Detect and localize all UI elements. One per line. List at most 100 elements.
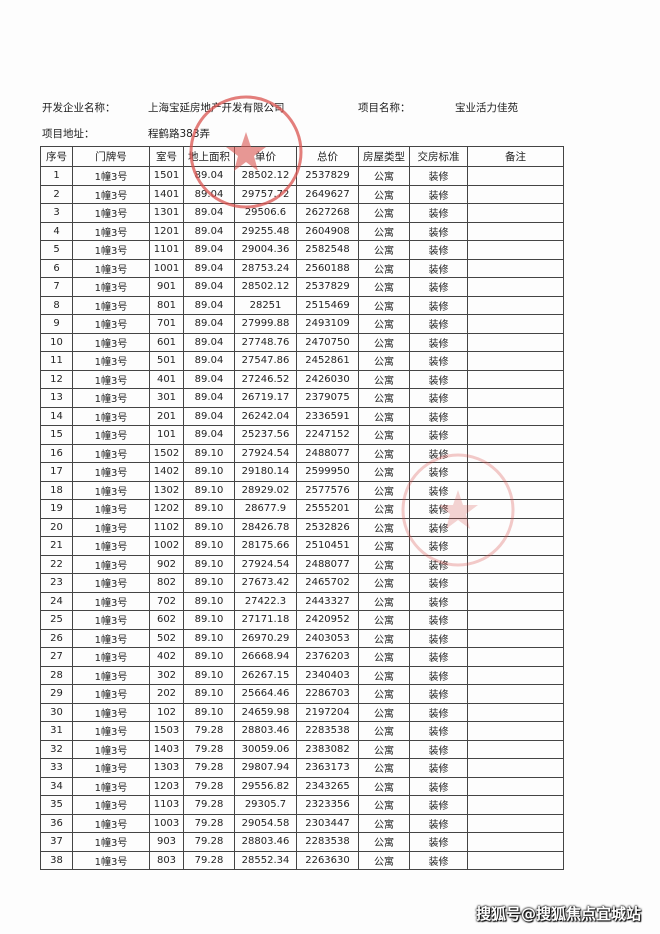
cell-seq: 2: [40, 184, 73, 204]
cell-room: 903: [149, 832, 184, 852]
cell-seq: 23: [40, 573, 73, 593]
cell-note: [467, 647, 564, 667]
cell-note: [467, 721, 564, 741]
cell-delivery-standard: 装修: [409, 277, 468, 297]
cell-house-type: 公寓: [358, 591, 410, 611]
table-row: 1 1幢3号 1501 89.04 28502.12 2537829 公寓 装修: [40, 166, 564, 186]
cell-area: 89.04: [183, 369, 235, 389]
cell-unit-price: 28502.12: [234, 166, 297, 186]
cell-room: 602: [149, 610, 184, 630]
cell-area: 89.04: [183, 166, 235, 186]
cell-seq: 8: [40, 295, 73, 315]
cell-area: 79.28: [183, 795, 235, 815]
cell-room: 1403: [149, 739, 184, 759]
cell-delivery-standard: 装修: [409, 351, 468, 371]
cell-delivery-standard: 装修: [409, 684, 468, 704]
cell-note: [467, 610, 564, 630]
cell-seq: 25: [40, 610, 73, 630]
cell-room: 1303: [149, 758, 184, 778]
cell-seq: 1: [40, 166, 73, 186]
cell-total-price: 2247152: [296, 425, 359, 445]
table-row: 7 1幢3号 901 89.04 28502.12 2537829 公寓 装修: [40, 277, 564, 297]
cell-delivery-standard: 装修: [409, 314, 468, 334]
cell-room: 802: [149, 573, 184, 593]
cell-seq: 20: [40, 517, 73, 537]
cell-room: 1002: [149, 536, 184, 556]
cell-total-price: 2376203: [296, 647, 359, 667]
cell-delivery-standard: 装修: [409, 258, 468, 278]
cell-area: 79.28: [183, 813, 235, 833]
table-row: 9 1幢3号 701 89.04 27999.88 2493109 公寓 装修: [40, 314, 564, 334]
cell-door-number: 1幢3号: [72, 166, 150, 186]
table-row: 6 1幢3号 1001 89.04 28753.24 2560188 公寓 装修: [40, 258, 564, 278]
cell-area: 89.04: [183, 314, 235, 334]
cell-door-number: 1幢3号: [72, 647, 150, 667]
cell-total-price: 2555201: [296, 499, 359, 519]
cell-note: [467, 295, 564, 315]
cell-delivery-standard: 装修: [409, 480, 468, 500]
table-row: 24 1幢3号 702 89.10 27422.3 2443327 公寓 装修: [40, 591, 564, 611]
cell-delivery-standard: 装修: [409, 758, 468, 778]
cell-unit-price: 26719.17: [234, 388, 297, 408]
cell-seq: 21: [40, 536, 73, 556]
cell-seq: 13: [40, 388, 73, 408]
address-label: 项目地址：: [42, 128, 95, 140]
cell-room: 101: [149, 425, 184, 445]
cell-note: [467, 499, 564, 519]
cell-total-price: 2465702: [296, 573, 359, 593]
cell-room: 701: [149, 314, 184, 334]
cell-delivery-standard: 装修: [409, 462, 468, 482]
cell-room: 1402: [149, 462, 184, 482]
cell-note: [467, 813, 564, 833]
cell-seq: 29: [40, 684, 73, 704]
cell-total-price: 2443327: [296, 591, 359, 611]
cell-room: 502: [149, 628, 184, 648]
cell-door-number: 1幢3号: [72, 240, 150, 260]
cell-delivery-standard: 装修: [409, 776, 468, 796]
cell-unit-price: 28175.66: [234, 536, 297, 556]
cell-unit-price: 24659.98: [234, 702, 297, 722]
cell-unit-price: 29255.48: [234, 221, 297, 241]
cell-note: [467, 776, 564, 796]
cell-seq: 17: [40, 462, 73, 482]
cell-note: [467, 203, 564, 223]
cell-house-type: 公寓: [358, 665, 410, 685]
cell-house-type: 公寓: [358, 573, 410, 593]
cell-seq: 4: [40, 221, 73, 241]
cell-unit-price: 26668.94: [234, 647, 297, 667]
table-row: 13 1幢3号 301 89.04 26719.17 2379075 公寓 装修: [40, 388, 564, 408]
cell-house-type: 公寓: [358, 480, 410, 500]
cell-unit-price: 27999.88: [234, 314, 297, 334]
cell-seq: 15: [40, 425, 73, 445]
cell-note: [467, 258, 564, 278]
cell-door-number: 1幢3号: [72, 776, 150, 796]
column-header: 单价: [234, 146, 297, 167]
table-row: 34 1幢3号 1203 79.28 29556.82 2343265 公寓 装修: [40, 776, 564, 796]
cell-door-number: 1幢3号: [72, 184, 150, 204]
table-row: 12 1幢3号 401 89.04 27246.52 2426030 公寓 装修: [40, 369, 564, 389]
cell-total-price: 2649627: [296, 184, 359, 204]
cell-total-price: 2604908: [296, 221, 359, 241]
cell-house-type: 公寓: [358, 739, 410, 759]
cell-total-price: 2537829: [296, 277, 359, 297]
cell-area: 79.28: [183, 721, 235, 741]
column-header: 总价: [296, 146, 359, 167]
cell-area: 89.10: [183, 573, 235, 593]
cell-house-type: 公寓: [358, 758, 410, 778]
cell-note: [467, 573, 564, 593]
cell-house-type: 公寓: [358, 351, 410, 371]
table-row: 2 1幢3号 1401 89.04 29757.72 2649627 公寓 装修: [40, 184, 564, 204]
cell-unit-price: 28677.9: [234, 499, 297, 519]
cell-area: 89.04: [183, 277, 235, 297]
cell-seq: 12: [40, 369, 73, 389]
cell-area: 79.28: [183, 739, 235, 759]
cell-door-number: 1幢3号: [72, 721, 150, 741]
cell-house-type: 公寓: [358, 610, 410, 630]
cell-delivery-standard: 装修: [409, 665, 468, 685]
cell-seq: 38: [40, 850, 73, 870]
table-row: 37 1幢3号 903 79.28 28803.46 2283538 公寓 装修: [40, 832, 564, 852]
cell-door-number: 1幢3号: [72, 406, 150, 426]
cell-total-price: 2263630: [296, 850, 359, 870]
cell-total-price: 2488077: [296, 554, 359, 574]
table-row: 25 1幢3号 602 89.10 27171.18 2420952 公寓 装修: [40, 610, 564, 630]
